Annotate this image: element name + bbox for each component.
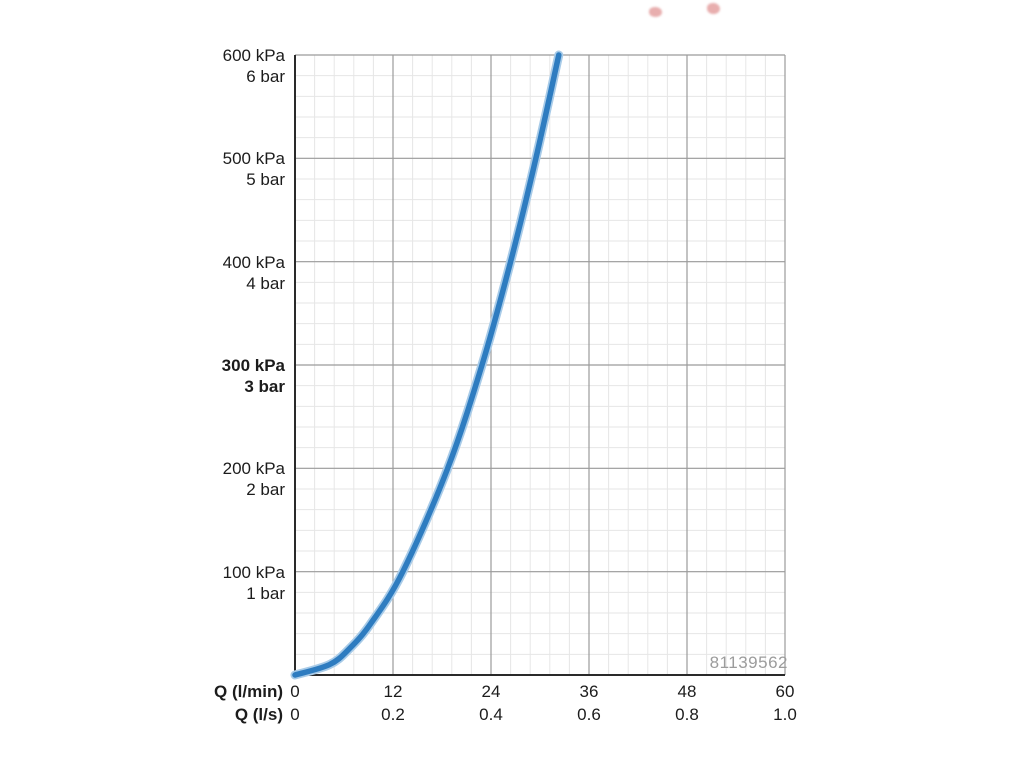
x-tick-lmin: 48 xyxy=(677,682,697,701)
x-tick-lmin: 36 xyxy=(579,682,599,701)
x-tick-ls: 0.2 xyxy=(381,705,405,724)
y-tick-bar: 2 bar xyxy=(246,480,285,500)
y-tick-label: 100 kPa 1 bar xyxy=(150,562,285,604)
y-tick-bar: 3 bar xyxy=(244,377,285,396)
y-tick-label: 500 kPa 5 bar xyxy=(150,148,285,190)
y-tick-kpa: 500 kPa xyxy=(222,149,285,169)
y-tick-bar: 4 bar xyxy=(246,273,285,293)
flow-curve xyxy=(292,52,562,678)
x-tick-lmin: 60 xyxy=(775,682,795,701)
y-tick-bar: 1 bar xyxy=(246,583,285,603)
x-tick-ls: 0 xyxy=(290,705,300,724)
x-tick-lmin: 0 xyxy=(290,682,300,701)
product-code-watermark: 81139562 xyxy=(709,653,788,672)
x-tick-ls: 1.0 xyxy=(773,705,797,724)
x-axis-label-lmin: Q (l/min) xyxy=(214,682,283,701)
x-axis-label-ls: Q (l/s) xyxy=(234,705,283,724)
y-tick-kpa: 300 kPa xyxy=(221,356,285,375)
y-tick-kpa: 100 kPa xyxy=(222,562,285,582)
y-tick-label: 300 kPa 3 bar xyxy=(150,355,285,397)
y-tick-label: 200 kPa 2 bar xyxy=(150,458,285,500)
y-tick-kpa: 600 kPa xyxy=(222,46,285,65)
x-tick-ls: 0.8 xyxy=(675,705,699,724)
artifact-mark-right xyxy=(707,3,720,14)
x-tick-lmin: 12 xyxy=(383,682,403,701)
x-tick-lmin: 24 xyxy=(481,682,501,701)
artifact-mark-left xyxy=(649,7,662,17)
y-tick-label: 400 kPa 4 bar xyxy=(150,252,285,294)
y-tick-kpa: 400 kPa xyxy=(222,252,285,272)
y-tick-label: 600 kPa 6 bar xyxy=(150,45,285,87)
y-tick-kpa: 200 kPa xyxy=(222,459,285,479)
x-tick-ls: 0.4 xyxy=(479,705,503,724)
y-tick-bar: 5 bar xyxy=(246,170,285,190)
x-tick-ls: 0.6 xyxy=(577,705,601,724)
y-tick-bar: 6 bar xyxy=(246,67,285,86)
